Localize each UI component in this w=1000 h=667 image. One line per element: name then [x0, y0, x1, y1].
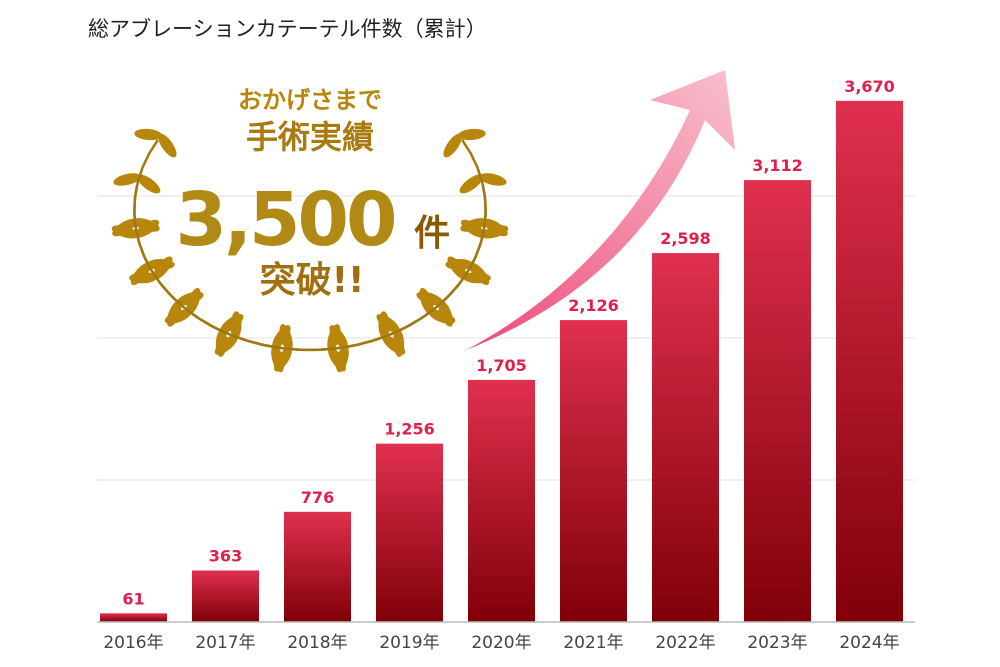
laurel-leaf — [376, 314, 400, 333]
laurel-leaf — [479, 173, 507, 186]
badge-line4: 突破!! — [260, 260, 365, 301]
laurel-leaf — [457, 128, 486, 141]
laurel-leaf — [186, 287, 201, 315]
badge: おかげさまで 手術実績 3,500 件 突破!! — [175, 86, 450, 301]
laurel-leaf — [273, 347, 292, 372]
data-label: 363 — [209, 546, 242, 565]
laurel-leaf — [438, 300, 454, 327]
laurel-leaf — [153, 256, 173, 280]
badge-unit: 件 — [414, 213, 450, 254]
data-label: 1,705 — [476, 356, 527, 375]
bar-2021年 — [560, 320, 627, 622]
laurel-leaf — [113, 173, 141, 186]
x-tick-label: 2021年 — [563, 633, 623, 653]
bar-2024年 — [836, 100, 903, 623]
bar-2020年 — [468, 379, 535, 622]
data-label: 61 — [122, 589, 144, 608]
laurel-leaf — [134, 128, 163, 141]
bar-2023年 — [744, 180, 811, 622]
laurel-leaf — [393, 328, 405, 357]
data-label: 3,670 — [844, 77, 895, 96]
bar-2018年 — [284, 511, 351, 622]
laurel-leaf — [136, 174, 161, 194]
bar-2016年 — [100, 613, 167, 622]
x-tick-label: 2020年 — [471, 633, 531, 653]
data-label: 3,112 — [752, 156, 803, 175]
laurel-leaf — [483, 218, 508, 237]
laurel-leaf — [230, 311, 242, 340]
chart-title: 総アブレーションカテーテル件数（累計） — [88, 17, 487, 41]
laurel-stem — [133, 139, 487, 352]
laurel-leaf — [164, 309, 192, 324]
laurel-wreath — [111, 128, 509, 373]
laurel-leaf — [416, 291, 444, 306]
laurel-leaf — [279, 324, 293, 352]
laurel-leaf — [158, 133, 177, 158]
badge-line1: おかげさまで — [238, 86, 382, 114]
laurel-leaf — [469, 262, 490, 286]
data-label: 2,126 — [568, 296, 619, 315]
x-tick-label: 2017年 — [195, 633, 255, 653]
laurel-leaf — [335, 345, 349, 373]
laurel-leaf — [111, 225, 139, 239]
badge-number: 3,500 — [175, 177, 394, 263]
growth-arrow — [466, 70, 735, 350]
laurel-leaf — [134, 219, 160, 238]
laurel-leaf — [460, 218, 488, 232]
x-tick-labels: 2016年 2017年 2018年 2019年 2020年 2021年 2022年 2023年… — [103, 633, 899, 653]
x-tick-label: 2016年 — [103, 633, 163, 653]
laurel-leaf — [329, 325, 348, 349]
bar-2019年 — [376, 443, 443, 622]
bar-2022年 — [652, 253, 719, 623]
laurel-leaf — [445, 259, 474, 271]
badge-line2: 手術実績 — [246, 118, 374, 156]
data-label: 1,256 — [384, 420, 435, 439]
data-label: 2,598 — [660, 229, 711, 248]
laurel-leaf — [459, 174, 484, 194]
x-tick-label: 2018年 — [287, 633, 347, 653]
x-tick-label: 2019年 — [379, 633, 439, 653]
bars: 61 363 776 1,256 1,705 2,126 2,598 3,112 3,670 — [100, 77, 903, 623]
x-tick-label: 2024年 — [839, 633, 899, 653]
laurel-leaf — [214, 335, 238, 355]
data-label: 776 — [301, 488, 334, 507]
bar-2017年 — [192, 570, 259, 622]
x-tick-label: 2022年 — [655, 633, 715, 653]
x-tick-label: 2023年 — [747, 633, 807, 653]
laurel-leaf — [443, 133, 462, 158]
laurel-leaf — [129, 272, 158, 284]
